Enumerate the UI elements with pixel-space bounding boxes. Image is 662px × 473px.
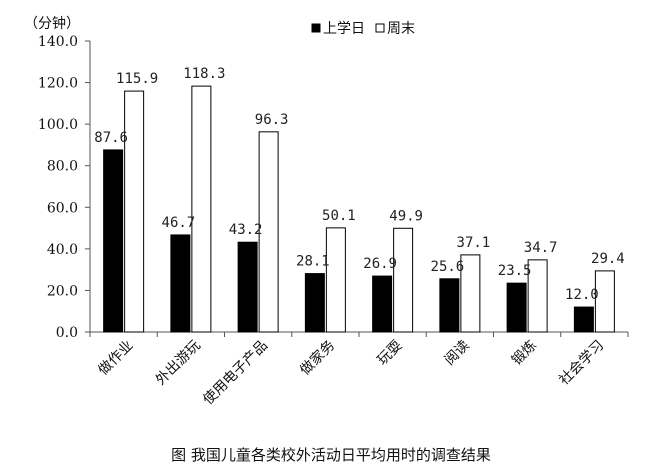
bar-weekend xyxy=(191,85,212,333)
bar-weekday xyxy=(103,149,124,333)
y-tick-label: 20.0 xyxy=(47,283,78,299)
bar-weekend xyxy=(594,270,615,333)
chart-caption: 图 我国儿童各类校外活动日平均用时的调查结果 xyxy=(171,446,491,464)
bar-weekday xyxy=(372,275,393,333)
data-label: 34.7 xyxy=(524,240,558,256)
legend-weekend-swatch xyxy=(375,23,385,33)
y-unit-label: （分钟） xyxy=(24,15,80,32)
legend-weekday-label: 上学日 xyxy=(323,21,365,37)
data-label: 50.1 xyxy=(322,208,356,224)
data-label: 12.0 xyxy=(565,287,599,303)
category-label: 做作业 xyxy=(95,338,136,379)
category-label: 做家务 xyxy=(296,337,338,379)
bars xyxy=(103,85,615,333)
bar-weekend xyxy=(325,227,346,333)
bar-weekday xyxy=(506,282,527,333)
y-tick-label: 80.0 xyxy=(47,159,78,175)
y-tick-label: 100.0 xyxy=(38,117,78,133)
bar-weekday xyxy=(170,234,191,333)
data-label: 46.7 xyxy=(162,215,196,231)
bar-weekday xyxy=(237,241,258,333)
data-label: 87.6 xyxy=(94,130,128,146)
y-tick-label: 60.0 xyxy=(47,200,78,216)
data-label: 49.9 xyxy=(389,208,423,224)
data-label: 37.1 xyxy=(457,235,491,251)
category-label: 使用电子产品 xyxy=(200,337,271,408)
y-axis: 0.0 20.0 40.0 60.0 80.0 100.0 120.0 140.0 xyxy=(38,34,91,341)
x-axis xyxy=(89,331,629,337)
data-label: 23.5 xyxy=(498,263,532,279)
category-label: 玩耍 xyxy=(374,338,405,369)
data-label: 28.1 xyxy=(296,254,330,270)
data-label: 25.6 xyxy=(431,259,465,275)
category-label: 社会学习 xyxy=(556,338,607,389)
bar-weekend xyxy=(460,254,481,333)
y-tick-label: 0.0 xyxy=(56,325,78,341)
data-label: 96.3 xyxy=(255,112,289,128)
data-label: 115.9 xyxy=(116,71,158,87)
bar-weekend xyxy=(124,90,145,333)
y-tick-label: 40.0 xyxy=(47,242,78,258)
bar-weekend xyxy=(527,259,548,333)
data-label: 118.3 xyxy=(183,66,225,82)
legend-weekend-label: 周末 xyxy=(387,21,415,37)
legend: 上学日 周末 xyxy=(311,21,415,37)
category-label: 阅读 xyxy=(441,337,473,369)
y-tick-label: 140.0 xyxy=(38,34,78,50)
category-label: 锻炼 xyxy=(509,338,540,369)
data-label: 26.9 xyxy=(363,256,397,272)
legend-weekday-swatch xyxy=(311,23,321,33)
bar-weekday xyxy=(439,278,460,333)
bar-weekday xyxy=(304,273,325,333)
y-tick-label: 120.0 xyxy=(38,76,78,92)
bar-weekend xyxy=(258,131,279,333)
bar-weekend xyxy=(393,227,414,333)
bar-weekday xyxy=(573,306,594,333)
category-label: 外出游玩 xyxy=(153,338,204,389)
data-labels: 87.6 115.9 46.7 118.3 43.2 96.3 28.1 50.1 26.9 49… xyxy=(94,66,624,303)
data-label: 29.4 xyxy=(591,251,625,267)
data-label: 43.2 xyxy=(229,222,263,238)
